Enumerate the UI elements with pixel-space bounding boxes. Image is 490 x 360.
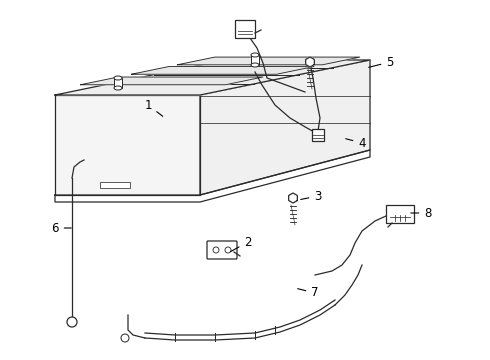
Ellipse shape bbox=[114, 76, 122, 80]
Bar bbox=[114, 78, 122, 88]
FancyBboxPatch shape bbox=[386, 205, 414, 223]
FancyBboxPatch shape bbox=[207, 241, 237, 259]
Ellipse shape bbox=[251, 63, 259, 67]
Text: 3: 3 bbox=[301, 189, 322, 202]
Text: 7: 7 bbox=[298, 287, 319, 300]
Polygon shape bbox=[55, 95, 200, 195]
Polygon shape bbox=[200, 60, 370, 195]
Polygon shape bbox=[177, 57, 360, 65]
Polygon shape bbox=[131, 67, 314, 74]
FancyBboxPatch shape bbox=[312, 129, 324, 141]
Bar bbox=[251, 55, 259, 65]
Text: 2: 2 bbox=[230, 235, 252, 252]
Ellipse shape bbox=[114, 86, 122, 90]
Text: 8: 8 bbox=[411, 207, 432, 220]
Polygon shape bbox=[55, 150, 370, 202]
Circle shape bbox=[67, 317, 77, 327]
Circle shape bbox=[213, 247, 219, 253]
Circle shape bbox=[121, 334, 129, 342]
Polygon shape bbox=[55, 60, 370, 95]
Polygon shape bbox=[80, 77, 263, 85]
Text: 4: 4 bbox=[345, 136, 366, 149]
Text: 5: 5 bbox=[368, 55, 393, 68]
Ellipse shape bbox=[251, 53, 259, 57]
Text: 6: 6 bbox=[51, 221, 71, 234]
Circle shape bbox=[225, 247, 231, 253]
FancyBboxPatch shape bbox=[235, 20, 255, 38]
Polygon shape bbox=[306, 57, 314, 67]
Bar bbox=[100, 182, 130, 188]
Text: 1: 1 bbox=[144, 99, 163, 116]
Polygon shape bbox=[289, 193, 297, 203]
